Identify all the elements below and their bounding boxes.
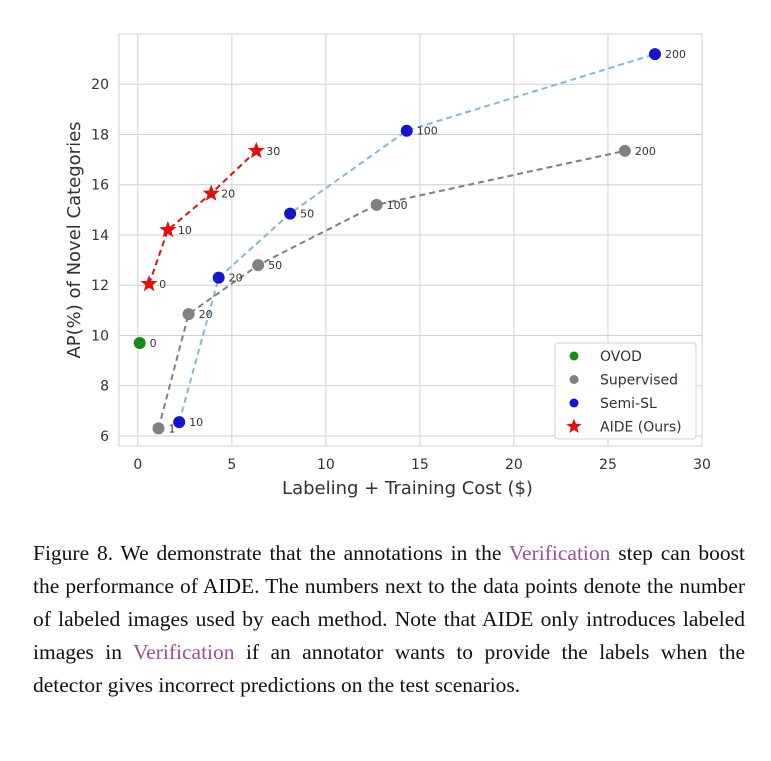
x-tick-label: 15	[411, 457, 429, 473]
y-tick-label: 10	[91, 328, 109, 344]
data-label-supervised: 50	[268, 259, 282, 272]
legend-label-semi-sl: Semi-SL	[600, 396, 657, 412]
legend-box	[554, 342, 697, 440]
x-tick-label: 0	[133, 457, 142, 473]
x-axis-label: Labeling + Training Cost ($)	[282, 478, 533, 499]
data-label-aide-ours-: 30	[266, 145, 280, 158]
data-point-ovod	[133, 337, 146, 349]
data-point-supervised	[152, 422, 165, 435]
data-point-semi-sl	[212, 271, 225, 284]
data-label-ovod: 0	[150, 337, 157, 350]
legend-marker-aide-ours-	[566, 418, 582, 433]
data-point-semi-sl	[400, 124, 413, 137]
data-label-semi-sl: 20	[229, 272, 243, 285]
x-tick-label: 25	[599, 457, 617, 473]
data-label-semi-sl: 200	[665, 48, 686, 61]
data-point-supervised	[618, 144, 631, 157]
legend-label-ovod: OVOD	[600, 349, 642, 365]
y-tick-label: 14	[91, 228, 109, 244]
y-tick-label: 16	[91, 178, 109, 194]
y-tick-label: 8	[100, 379, 109, 395]
data-point-aide-ours-	[202, 184, 220, 201]
figure-caption: Figure 8. We demonstrate that the annota…	[33, 537, 745, 702]
data-point-supervised	[252, 259, 265, 272]
caption-text-1: Figure 8. We demonstrate that the annota…	[33, 541, 509, 565]
data-point-supervised	[370, 198, 383, 211]
caption-text-3: if an annotator wants to provide the lab…	[33, 640, 745, 697]
plot-frame	[118, 33, 703, 447]
data-label-semi-sl: 100	[417, 125, 438, 138]
data-label-supervised: 1	[168, 422, 175, 435]
data-point-supervised	[182, 308, 195, 321]
caption-text-2: step can boost the performance of AIDE. …	[33, 541, 746, 664]
y-axis-label: AP(%) of Novel Categories	[64, 121, 85, 358]
legend-label-supervised: Supervised	[600, 373, 678, 389]
data-point-aide-ours-	[159, 220, 177, 238]
data-label-semi-sl: 50	[300, 208, 314, 221]
data-label-supervised: 20	[199, 308, 213, 321]
y-tick-label: 12	[91, 278, 109, 294]
verification-link-2[interactable]: Verification	[133, 640, 235, 664]
data-point-aide-ours-	[140, 274, 158, 292]
legend-marker-supervised	[569, 375, 579, 384]
x-tick-label: 20	[505, 457, 523, 473]
legend-marker-ovod	[569, 351, 579, 361]
data-point-aide-ours-	[247, 141, 265, 159]
data-label-aide-ours-: 10	[178, 224, 192, 237]
y-tick-label: 20	[91, 77, 109, 93]
data-label-supervised: 200	[635, 145, 656, 158]
data-label-aide-ours-: 0	[159, 278, 166, 291]
verification-link-1[interactable]: Verification	[508, 541, 611, 565]
y-tick-label: 6	[100, 429, 109, 445]
data-point-semi-sl	[284, 207, 297, 220]
data-point-semi-sl	[173, 416, 186, 429]
y-tick-label: 18	[91, 127, 109, 143]
data-label-aide-ours-: 20	[221, 188, 235, 201]
data-label-supervised: 100	[387, 199, 408, 212]
series-line-aide-ours-	[148, 150, 257, 285]
x-tick-label: 30	[693, 457, 711, 473]
data-point-semi-sl	[648, 48, 661, 61]
x-tick-label: 5	[227, 457, 236, 473]
x-tick-label: 10	[317, 457, 335, 473]
data-label-semi-sl: 10	[189, 416, 203, 429]
legend-label-aide-ours-: AIDE (Ours)	[600, 420, 682, 436]
legend-marker-semi-sl	[569, 398, 579, 408]
